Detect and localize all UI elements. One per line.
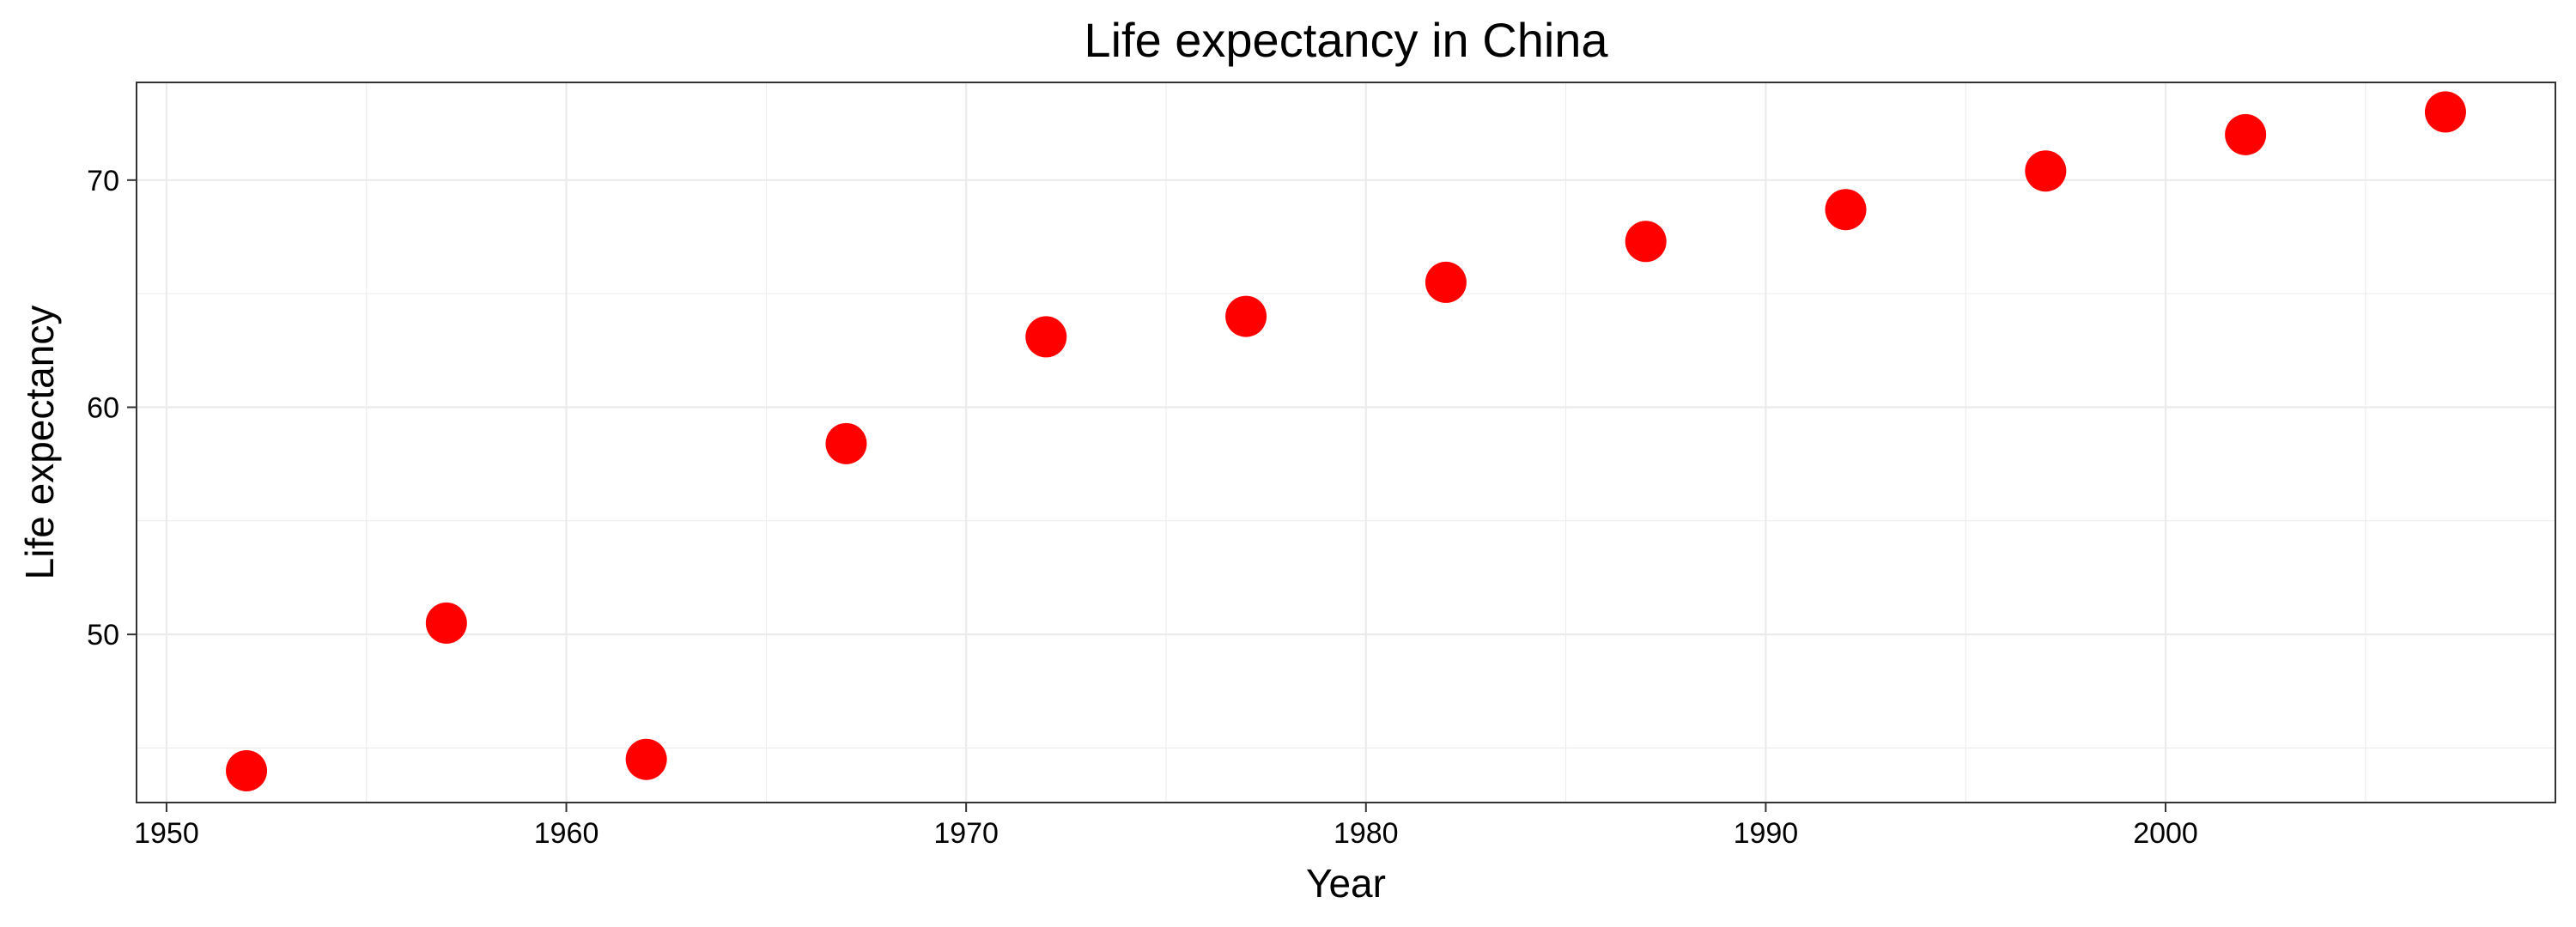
data-point	[2025, 150, 2067, 192]
y-tick-label: 50	[87, 619, 119, 651]
data-point	[1225, 295, 1267, 337]
x-tick-label: 2000	[2133, 817, 2198, 850]
data-point	[625, 738, 667, 780]
data-point	[1625, 221, 1667, 263]
axes: 1950 1960 1970 1980 1990 2000 50 60 70	[87, 165, 2198, 850]
data-point	[2424, 91, 2466, 133]
x-tick-label: 1980	[1334, 817, 1399, 850]
panel-border	[136, 82, 2556, 803]
data-point	[1825, 189, 1867, 231]
x-tick-label: 1950	[134, 817, 199, 850]
data-point	[1425, 261, 1467, 303]
data-point	[2225, 113, 2267, 155]
x-tick-label: 1970	[933, 817, 999, 850]
y-axis-title: Life expectancy	[17, 306, 62, 580]
data-points	[226, 91, 2466, 791]
chart-title: Life expectancy in China	[1084, 13, 1608, 67]
grid-lines	[137, 82, 2555, 803]
data-point	[425, 602, 467, 644]
x-tick-label: 1960	[534, 817, 599, 850]
data-point	[226, 749, 268, 791]
y-tick-label: 70	[87, 165, 119, 197]
data-point	[1025, 316, 1067, 358]
x-tick-label: 1990	[1734, 817, 1799, 850]
x-axis-title: Year	[1306, 861, 1386, 906]
y-tick-label: 60	[87, 391, 119, 424]
data-point	[825, 422, 867, 464]
